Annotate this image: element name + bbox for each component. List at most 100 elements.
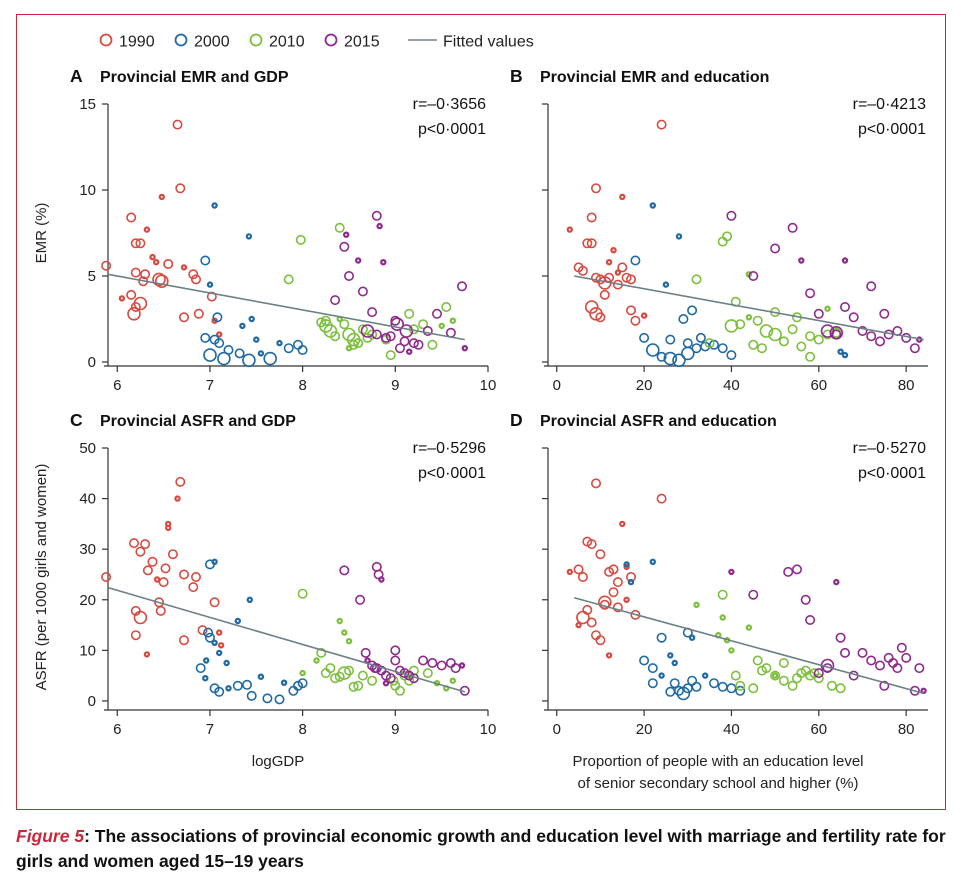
panel-d-title: Provincial ASFR and education [540, 413, 777, 430]
data-point [203, 627, 214, 638]
data-point [610, 246, 617, 254]
panel-b-series-1990 [566, 119, 667, 326]
data-point [172, 119, 183, 130]
data-point [667, 652, 674, 659]
data-point [283, 343, 294, 354]
data-point [378, 576, 385, 583]
data-point [813, 668, 824, 679]
data-point [180, 264, 188, 271]
data-point [839, 301, 850, 312]
data-point [174, 495, 181, 502]
data-point [214, 338, 225, 349]
panel-c-x-label: logGDP [252, 753, 305, 770]
data-point [130, 267, 141, 278]
panel-d-letter: D [510, 410, 523, 430]
data-point [726, 350, 737, 361]
panel-d-x-tick-label: 40 [723, 721, 740, 738]
data-point [874, 336, 885, 347]
data-point [316, 647, 327, 658]
data-point [879, 308, 890, 319]
data-point [857, 325, 868, 336]
data-point [202, 657, 210, 664]
data-point [441, 301, 452, 312]
panel-a-y-tick-label: 10 [79, 182, 96, 199]
caption-text: : The associations of provincial economi… [16, 826, 946, 871]
panel-b-x-tick-label: 80 [898, 377, 915, 394]
data-point [805, 614, 816, 625]
legend: 1990 2000 2010 2015 Fitted values [99, 33, 534, 51]
data-point [724, 319, 739, 333]
data-point [584, 300, 599, 314]
data-point [390, 315, 401, 326]
data-point [191, 274, 202, 285]
data-point [334, 671, 345, 682]
legend-item-2000: 2000 [174, 34, 230, 51]
data-point [214, 686, 225, 697]
data-point [449, 317, 456, 324]
data-point [829, 325, 844, 340]
data-point [276, 339, 283, 347]
data-point [658, 672, 665, 679]
data-point [371, 210, 382, 221]
data-point [605, 652, 613, 659]
data-point [135, 546, 146, 557]
data-point [280, 679, 288, 686]
data-point [735, 319, 746, 330]
data-point [752, 655, 763, 666]
data-point [343, 665, 354, 676]
data-point [625, 274, 636, 285]
legend-item-2010: 2010 [249, 34, 305, 51]
data-point [458, 662, 466, 669]
data-point [449, 677, 456, 684]
data-point [262, 693, 273, 704]
data-point [342, 327, 356, 342]
data-point [445, 657, 456, 668]
data-point [101, 260, 112, 271]
data-point [866, 331, 877, 342]
data-point [805, 331, 816, 342]
data-point [427, 339, 438, 350]
data-point [390, 317, 405, 332]
panel-c: C Provincial ASFR and GDP r=–0·5296 p<0·000… [33, 410, 496, 770]
data-point [577, 571, 588, 582]
data-point [197, 625, 208, 636]
data-point [693, 601, 700, 609]
data-point [833, 578, 840, 586]
data-point [130, 630, 141, 641]
data-point [130, 301, 141, 312]
panel-a-y-tick-label: 5 [88, 268, 96, 285]
data-point [147, 556, 158, 567]
legend-marker-1990 [99, 33, 113, 47]
data-point [745, 624, 753, 631]
data-point [800, 594, 811, 605]
data-point [140, 539, 151, 550]
data-point [656, 493, 667, 504]
data-point [617, 262, 628, 273]
data-point [242, 353, 256, 368]
data-point [728, 647, 735, 654]
data-point [748, 270, 759, 281]
data-point [837, 348, 844, 355]
data-point [778, 675, 789, 686]
data-point [748, 683, 759, 694]
panel-b-fitted-line [574, 275, 924, 341]
panel-c-x-tick-label: 9 [391, 721, 399, 738]
data-point [390, 645, 401, 656]
data-point [297, 344, 308, 355]
panels: A Provincial EMR and GDP r=–0·3656 p<0·0001… [33, 66, 928, 792]
data-point [431, 308, 442, 319]
data-point [160, 563, 171, 574]
data-point [385, 673, 396, 684]
data-point [394, 343, 405, 354]
data-point [770, 670, 781, 681]
data-point [813, 334, 824, 345]
data-point [619, 193, 626, 201]
data-point [188, 582, 199, 593]
data-point [242, 679, 253, 690]
legend-label-fitted-values: Fitted values [443, 34, 534, 51]
panel-b-x-tick-label: 20 [636, 377, 653, 394]
data-point [288, 685, 299, 696]
panel-c-x-tick-label: 10 [480, 721, 497, 738]
data-point [418, 655, 429, 666]
